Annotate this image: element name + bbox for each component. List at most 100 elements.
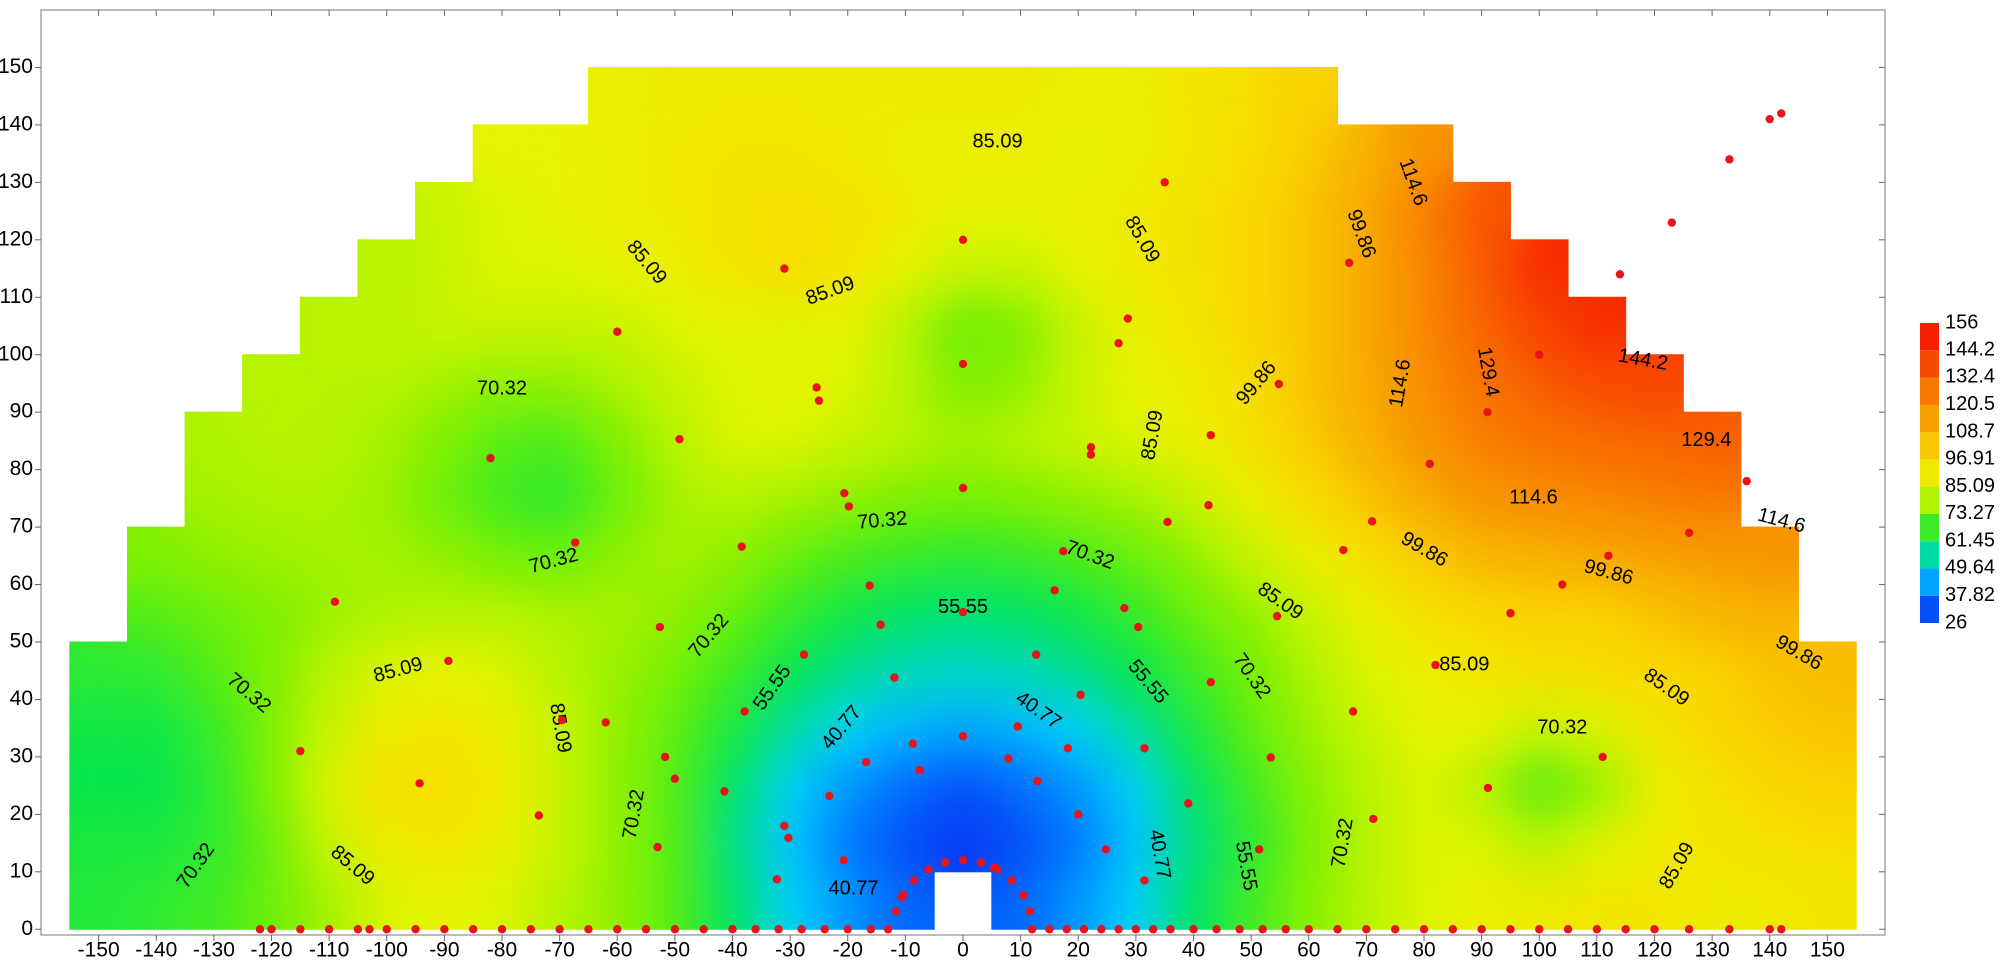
field-cell [1164,698,1223,758]
sample-point [1114,339,1123,348]
field-cell [645,756,705,815]
field-cell [1337,469,1396,528]
field-cell [357,871,417,930]
field-cell [299,756,359,815]
field-cell [991,641,1050,700]
field-cell [1048,296,1108,356]
field-cell [1106,756,1166,815]
field-cell [1625,698,1684,758]
contour-label: 70.32 [1537,716,1587,738]
sample-point [1535,350,1544,359]
field-cell [1394,756,1454,815]
field-cell [1452,698,1511,758]
y-tick-label: 10 [10,859,33,882]
field-cell [242,526,301,586]
field-cell [184,469,244,528]
contour-label: 129.4 [1681,429,1731,451]
field-cell [1279,526,1339,586]
x-tick-label: -60 [602,939,632,962]
field-cell [645,526,705,586]
field-cell [645,354,705,413]
sample-point [958,483,968,493]
sample-point [1339,545,1348,555]
field-cell [1452,469,1511,528]
field-cell [1279,756,1339,815]
field-cell [1164,239,1223,298]
field-cell [587,641,647,700]
colorbar-band [1920,486,1939,514]
field-cell [530,756,589,815]
field-cell [357,469,417,528]
sample-point [613,327,622,336]
field-cell [1509,641,1569,700]
colorbar-band [1920,595,1939,623]
field-cell [184,698,244,758]
sample-point [1448,925,1458,934]
sample-point [1598,752,1607,762]
sample-point [1425,459,1434,469]
field-cell [184,526,244,586]
colorbar-band [1920,404,1939,433]
x-tick-label: 120 [1637,939,1672,962]
field-cell [126,813,186,873]
field-cell [242,584,301,643]
field-cell [1106,641,1166,700]
field-cell [933,239,993,298]
field-cell [1164,813,1223,873]
field-cell [1337,871,1396,930]
field-cell [472,239,532,298]
field-cell [1452,813,1511,873]
field-cell [1509,354,1569,413]
sample-point [1123,314,1133,323]
field-cell [1164,584,1223,643]
field-cell [357,239,417,298]
contour-label: 114.6 [1509,487,1558,509]
sample-point [839,856,848,865]
sample-point [1140,876,1149,885]
field-cell [1394,124,1454,183]
field-cell [1798,756,1857,815]
field-cell [760,239,820,298]
field-cell [876,584,935,643]
field-cell [991,354,1050,413]
field-cell [1164,296,1223,356]
colorbar-label: 132.4 [1945,366,1995,388]
field-cell [1452,526,1511,586]
field-cell [933,469,993,528]
field-cell [415,296,474,356]
colorbar-label: 85.09 [1945,475,1995,497]
field-cell [1106,411,1166,471]
field-cell [1337,239,1396,298]
field-cell [587,813,647,873]
field-cell [1452,411,1511,471]
field-cell [1740,584,1800,643]
colorbar-band [1920,350,1939,378]
field-cell [1394,469,1454,528]
y-tick-label: 60 [10,572,33,595]
sample-point [780,264,789,273]
sample-point [1592,925,1602,934]
sample-point [1131,925,1141,934]
field-cell [1452,239,1511,298]
field-cell [587,354,647,413]
field-cell [933,124,993,183]
sample-point [1506,609,1515,618]
field-cell [645,641,705,700]
sample-point [1431,660,1440,670]
field-cell [760,584,820,643]
field-cell [703,584,762,643]
field-cell [299,526,359,586]
field-cell [415,756,474,815]
sample-point [958,607,968,617]
field-cell [184,584,244,643]
field-cell [1509,698,1569,758]
field-cell [703,66,762,126]
field-cell [933,296,993,356]
field-cell [1337,584,1396,643]
field-cell [1279,181,1339,241]
field-cell [1740,526,1800,586]
field-cell [587,469,647,528]
field-cell [818,296,878,356]
sample-point [497,925,507,934]
field-cell [472,124,532,183]
